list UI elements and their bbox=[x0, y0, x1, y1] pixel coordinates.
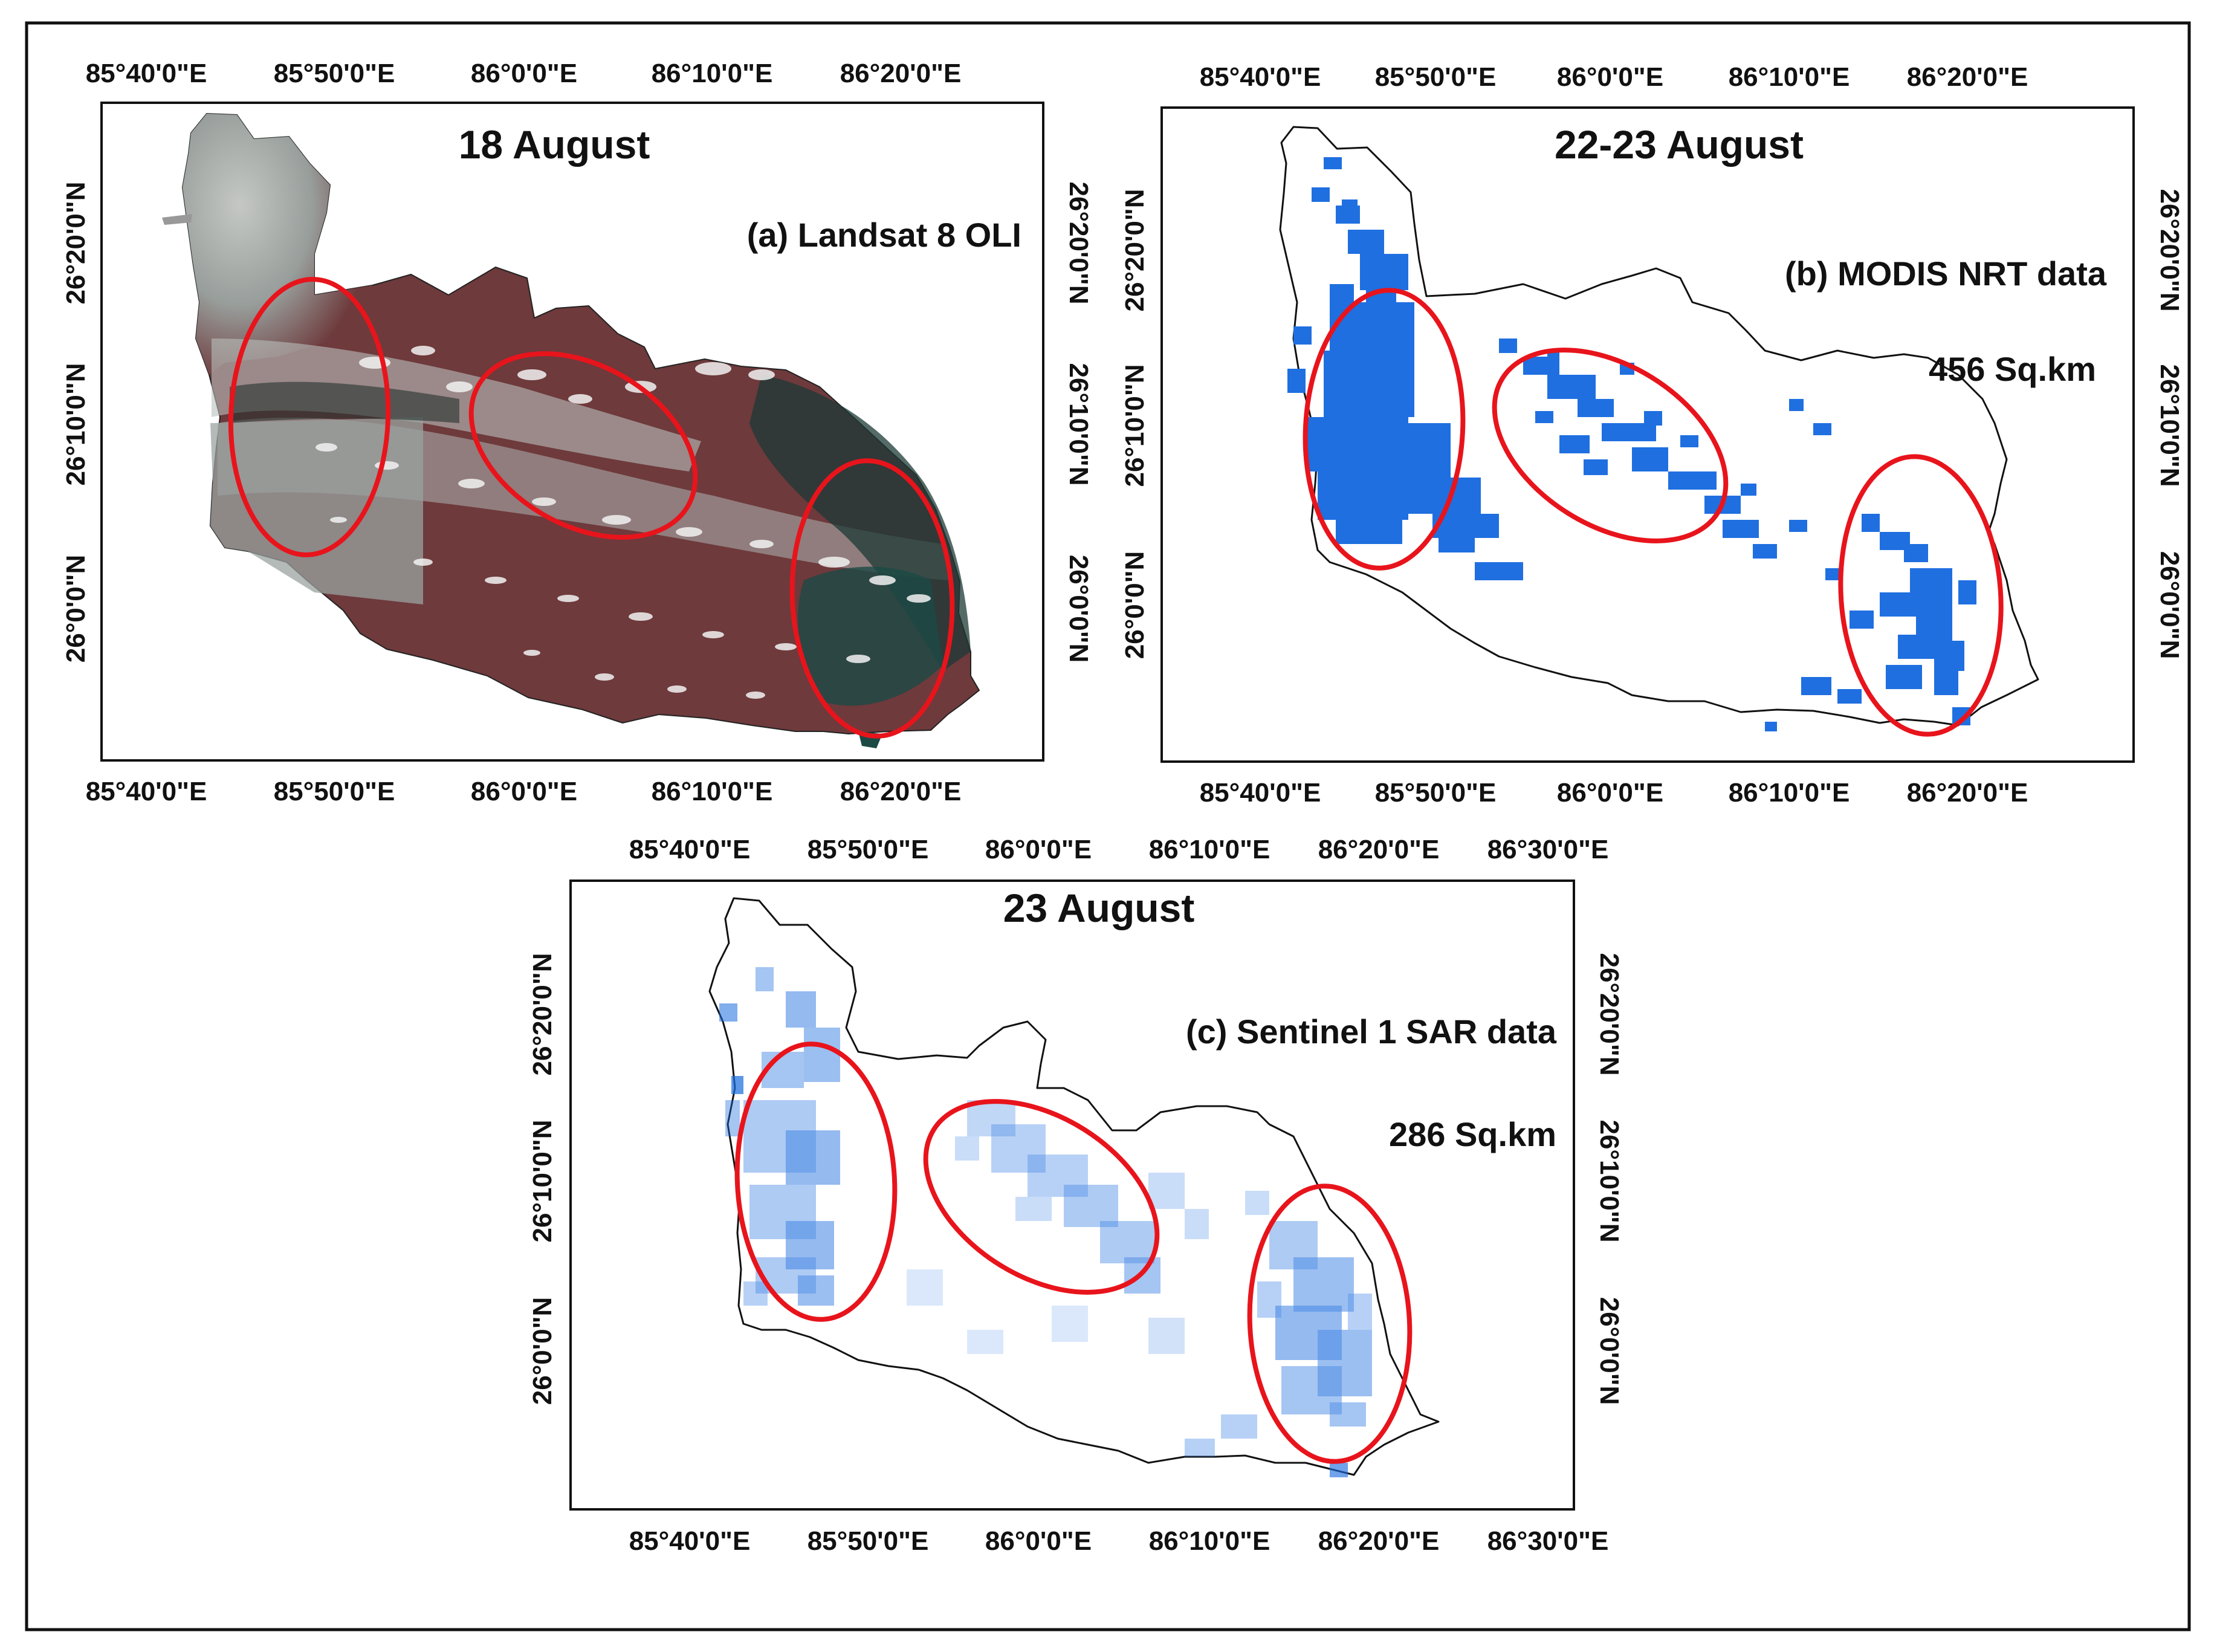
lon-tick: 86°0'0"E bbox=[471, 777, 577, 806]
lon-tick: 86°20'0"E bbox=[1907, 778, 2028, 808]
panel-c-lon-ticks-top: 85°40'0"E 85°50'0"E 86°0'0"E 86°10'0"E 8… bbox=[629, 835, 1609, 864]
lat-tick: 26°20'0"N bbox=[2155, 189, 2184, 311]
panel-a-lon-ticks-bottom: 85°40'0"E 85°50'0"E 86°0'0"E 86°10'0"E 8… bbox=[86, 777, 962, 806]
lon-tick: 85°40'0"E bbox=[629, 1526, 751, 1556]
lon-tick: 86°0'0"E bbox=[1557, 62, 1663, 92]
lon-tick: 86°20'0"E bbox=[840, 777, 962, 806]
lon-tick: 86°10'0"E bbox=[1149, 1526, 1270, 1556]
panel-b-lat-ticks-right: 26°20'0"N 26°10'0"N 26°0'0"N bbox=[2155, 189, 2184, 659]
panel-b-ellipse-west bbox=[1303, 288, 1466, 571]
lon-tick: 85°50'0"E bbox=[1375, 62, 1497, 92]
lon-tick: 86°20'0"E bbox=[1318, 835, 1440, 864]
lat-tick: 26°0'0"N bbox=[2155, 551, 2184, 659]
lon-tick: 86°0'0"E bbox=[985, 835, 1092, 864]
lat-tick: 26°20'0"N bbox=[61, 181, 91, 304]
panel-a-highlight-ellipses bbox=[228, 277, 955, 739]
panel-c-ellipse-west bbox=[734, 1041, 898, 1322]
panel-c-highlight-ellipses bbox=[734, 1041, 1413, 1464]
panel-c: 23 August (c) Sentinel 1 SAR data 286 Sq… bbox=[528, 835, 1624, 1556]
panel-b-district-outline bbox=[1279, 126, 2039, 727]
lat-tick: 26°10'0"N bbox=[61, 363, 91, 485]
lon-tick: 85°50'0"E bbox=[1375, 778, 1497, 808]
lon-tick: 86°10'0"E bbox=[1729, 778, 1850, 808]
lat-tick: 26°20'0"N bbox=[1594, 953, 1624, 1075]
panel-a-ellipse-west bbox=[228, 277, 391, 557]
lat-tick: 26°10'0"N bbox=[528, 1119, 557, 1242]
lon-tick: 85°40'0"E bbox=[1200, 778, 1321, 808]
panel-a-ellipse-east bbox=[789, 458, 955, 739]
panel-a-raster bbox=[162, 112, 980, 748]
lon-tick: 85°50'0"E bbox=[274, 777, 395, 806]
lat-tick: 26°0'0"N bbox=[1064, 555, 1093, 663]
panel-b-sensor-label: (b) MODIS NRT data bbox=[1785, 254, 2107, 293]
lat-tick: 26°0'0"N bbox=[1120, 551, 1150, 659]
panel-c-date: 23 August bbox=[1003, 886, 1195, 930]
lat-tick: 26°10'0"N bbox=[1064, 363, 1093, 485]
panel-a-lat-ticks-right: 26°20'0"N 26°10'0"N 26°0'0"N bbox=[1064, 181, 1093, 662]
lat-tick: 26°0'0"N bbox=[1594, 1297, 1624, 1405]
panel-c-flood-pixels bbox=[719, 967, 1372, 1477]
lat-tick: 26°0'0"N bbox=[528, 1297, 557, 1405]
panel-c-lon-ticks-bottom: 85°40'0"E 85°50'0"E 86°0'0"E 86°10'0"E 8… bbox=[629, 1526, 1609, 1556]
lon-tick: 86°30'0"E bbox=[1487, 1526, 1609, 1556]
panel-b: 22-23 August (b) MODIS NRT data 456 Sq.k… bbox=[1120, 62, 2184, 808]
panel-a: 18 August (a) Landsat 8 OLI 85°40'0"E 85… bbox=[61, 59, 1093, 806]
panel-c-lat-ticks-right: 26°20'0"N 26°10'0"N 26°0'0"N bbox=[1594, 953, 1624, 1405]
panel-a-haze-west bbox=[210, 417, 423, 604]
lat-tick: 26°10'0"N bbox=[1120, 364, 1150, 487]
panel-b-flood-pixels bbox=[1287, 157, 1976, 731]
lon-tick: 86°20'0"E bbox=[1907, 62, 2028, 92]
lon-tick: 85°50'0"E bbox=[274, 59, 395, 88]
lon-tick: 85°50'0"E bbox=[808, 835, 929, 864]
panel-c-ellipse-east bbox=[1247, 1184, 1413, 1464]
panel-c-ellipse-central bbox=[923, 1099, 1160, 1295]
panel-a-water-southeast bbox=[798, 566, 943, 706]
lon-tick: 86°10'0"E bbox=[652, 59, 773, 88]
panel-b-highlight-ellipses bbox=[1303, 288, 2004, 737]
lon-tick: 85°40'0"E bbox=[86, 777, 207, 806]
lat-tick: 26°20'0"N bbox=[528, 953, 557, 1075]
panel-a-sensor-label: (a) Landsat 8 OLI bbox=[747, 216, 1021, 254]
lat-tick: 26°10'0"N bbox=[1594, 1119, 1624, 1242]
panel-a-islet bbox=[162, 214, 192, 225]
lon-tick: 85°50'0"E bbox=[808, 1526, 929, 1556]
lon-tick: 86°30'0"E bbox=[1487, 835, 1609, 864]
panel-b-ellipse-central bbox=[1492, 348, 1729, 543]
lat-tick: 26°10'0"N bbox=[2155, 364, 2184, 487]
panel-b-lon-ticks-top: 85°40'0"E 85°50'0"E 86°0'0"E 86°10'0"E 8… bbox=[1200, 62, 2028, 92]
lon-tick: 86°10'0"E bbox=[1729, 62, 1850, 92]
lon-tick: 86°0'0"E bbox=[1557, 778, 1663, 808]
lon-tick: 86°0'0"E bbox=[471, 59, 577, 88]
lon-tick: 86°20'0"E bbox=[1318, 1526, 1440, 1556]
panel-a-lon-ticks-top: 85°40'0"E 85°50'0"E 86°0'0"E 86°10'0"E 8… bbox=[86, 59, 962, 88]
lon-tick: 86°10'0"E bbox=[652, 777, 773, 806]
lon-tick: 86°10'0"E bbox=[1149, 835, 1270, 864]
panel-a-cloud-north bbox=[183, 114, 372, 375]
panel-b-area: 456 Sq.km bbox=[1929, 350, 2096, 388]
lat-tick: 26°20'0"N bbox=[1120, 189, 1150, 311]
panel-c-lat-ticks-left: 26°20'0"N 26°10'0"N 26°0'0"N bbox=[528, 953, 557, 1405]
panel-b-lon-ticks-bottom: 85°40'0"E 85°50'0"E 86°0'0"E 86°10'0"E 8… bbox=[1200, 778, 2028, 808]
panel-c-sensor-label: (c) Sentinel 1 SAR data bbox=[1186, 1012, 1557, 1051]
lat-tick: 26°0'0"N bbox=[61, 555, 91, 663]
panel-b-ellipse-east bbox=[1838, 454, 2004, 737]
panel-a-lat-ticks-left: 26°20'0"N 26°10'0"N 26°0'0"N bbox=[61, 181, 91, 662]
panel-c-area: 286 Sq.km bbox=[1389, 1115, 1556, 1153]
panel-c-district-outline bbox=[708, 897, 1440, 1476]
lon-tick: 86°0'0"E bbox=[985, 1526, 1092, 1556]
panel-b-date: 22-23 August bbox=[1555, 122, 1804, 167]
lon-tick: 85°40'0"E bbox=[629, 835, 751, 864]
lon-tick: 85°40'0"E bbox=[1200, 62, 1321, 92]
panel-a-date: 18 August bbox=[459, 122, 650, 167]
lon-tick: 86°20'0"E bbox=[840, 59, 962, 88]
panel-a-dark-band bbox=[230, 381, 459, 423]
panel-a-ellipse-central bbox=[468, 351, 698, 540]
panel-b-lat-ticks-left: 26°20'0"N 26°10'0"N 26°0'0"N bbox=[1120, 189, 1150, 659]
lon-tick: 85°40'0"E bbox=[86, 59, 207, 88]
lat-tick: 26°20'0"N bbox=[1064, 181, 1093, 304]
